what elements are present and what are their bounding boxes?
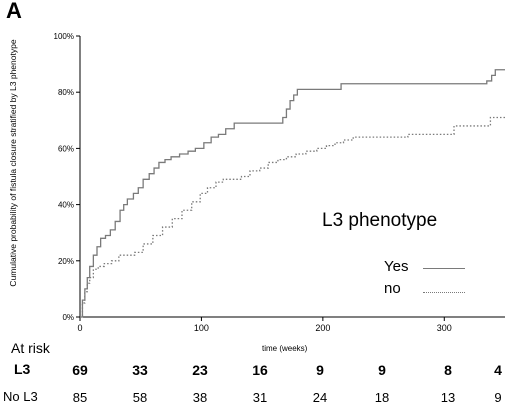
legend-line-dotted: [423, 292, 465, 293]
at-risk-value: 18: [374, 390, 390, 405]
chart-series: [80, 69, 505, 318]
legend-title: L3 phenotype: [322, 210, 438, 231]
y-tick-label: 100%: [54, 32, 74, 41]
y-tick-label: 60%: [58, 144, 74, 153]
legend-label-yes: Yes: [384, 258, 409, 275]
at-risk-value: 31: [252, 390, 268, 405]
at-risk-value: 69: [72, 362, 88, 378]
at-risk-row-label: L3: [14, 361, 31, 377]
series-line-no: [80, 116, 505, 318]
at-risk-value: 13: [440, 390, 456, 405]
at-risk-value: 9: [378, 362, 386, 378]
panel-label: A: [6, 0, 22, 23]
at-risk-value: 4: [494, 362, 502, 378]
x-tick-label: 300: [437, 323, 452, 333]
y-tick-label: 80%: [58, 88, 74, 97]
at-risk-value: 9: [316, 362, 324, 378]
y-axis-title: Cumulative probability of fistula closur…: [8, 39, 18, 287]
at-risk-row-label: No L3: [3, 389, 38, 404]
at-risk-value: 85: [72, 390, 88, 405]
x-tick-label: 0: [77, 323, 82, 333]
legend-line-solid: [423, 268, 465, 269]
x-axis-title: time (weeks): [262, 344, 308, 353]
legend-label-no: no: [384, 280, 401, 297]
y-tick-label: 20%: [58, 257, 74, 266]
at-risk-value: 16: [252, 362, 268, 378]
at-risk-value: 38: [192, 390, 208, 405]
x-tick-label: 100: [194, 323, 209, 333]
at-risk-value: 23: [192, 362, 208, 378]
chart-axes: 0% 20% 40% 60% 80% 100% 0 100 200 300: [54, 32, 505, 333]
y-axis-title-container: Cumulative probability of fistula closur…: [8, 20, 48, 300]
at-risk-value: 8: [444, 362, 452, 378]
at-risk-value: 58: [132, 390, 148, 405]
at-risk-value: 9: [494, 390, 502, 405]
series-line-yes: [80, 69, 505, 318]
x-tick-label: 200: [315, 323, 330, 333]
y-tick-label: 0%: [62, 313, 74, 322]
at-risk-value: 24: [312, 390, 328, 405]
at-risk-value: 33: [132, 362, 148, 378]
y-tick-label: 40%: [58, 201, 74, 210]
at-risk-header: At risk: [11, 340, 50, 356]
